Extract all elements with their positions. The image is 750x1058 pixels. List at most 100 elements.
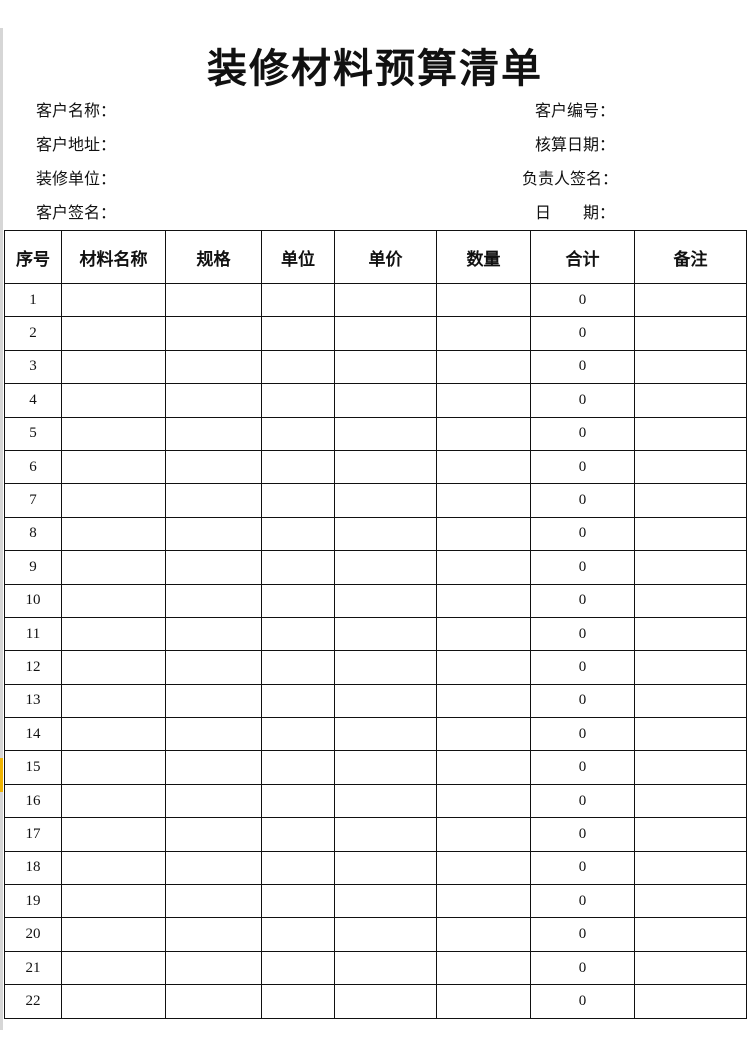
cell-no[interactable]: 15 (4, 750, 62, 785)
cell-total[interactable]: 0 (530, 616, 635, 652)
cell-unit-price[interactable] (334, 984, 437, 1019)
cell-material-name[interactable] (61, 583, 166, 618)
cell-no[interactable]: 3 (4, 349, 62, 385)
cell-unit-price[interactable] (334, 850, 437, 886)
cell-total[interactable]: 0 (530, 984, 635, 1019)
cell-remarks[interactable] (634, 650, 747, 685)
cell-remarks[interactable] (634, 717, 747, 752)
cell-material-name[interactable] (61, 282, 166, 318)
cell-unit[interactable] (261, 683, 335, 719)
cell-no[interactable]: 19 (4, 884, 62, 919)
cell-no[interactable]: 2 (4, 316, 62, 351)
cell-spec[interactable] (165, 884, 262, 919)
cell-spec[interactable] (165, 616, 262, 652)
cell-unit[interactable] (261, 717, 335, 752)
cell-total[interactable]: 0 (530, 750, 635, 785)
cell-unit[interactable] (261, 516, 335, 552)
cell-no[interactable]: 14 (4, 717, 62, 752)
cell-unit-price[interactable] (334, 316, 437, 351)
cell-remarks[interactable] (634, 483, 747, 518)
cell-no[interactable]: 4 (4, 383, 62, 418)
cell-total[interactable]: 0 (530, 817, 635, 852)
cell-material-name[interactable] (61, 850, 166, 886)
cell-total[interactable]: 0 (530, 583, 635, 618)
cell-total[interactable]: 0 (530, 316, 635, 351)
cell-unit[interactable] (261, 316, 335, 351)
cell-unit-price[interactable] (334, 783, 437, 819)
cell-spec[interactable] (165, 650, 262, 685)
cell-quantity[interactable] (436, 483, 531, 518)
cell-unit-price[interactable] (334, 516, 437, 552)
cell-material-name[interactable] (61, 416, 166, 451)
cell-remarks[interactable] (634, 683, 747, 719)
cell-quantity[interactable] (436, 316, 531, 351)
cell-spec[interactable] (165, 583, 262, 618)
cell-unit[interactable] (261, 984, 335, 1019)
cell-material-name[interactable] (61, 683, 166, 719)
cell-quantity[interactable] (436, 349, 531, 385)
cell-total[interactable]: 0 (530, 650, 635, 685)
cell-unit[interactable] (261, 583, 335, 618)
cell-material-name[interactable] (61, 817, 166, 852)
cell-unit[interactable] (261, 950, 335, 986)
cell-material-name[interactable] (61, 950, 166, 986)
cell-material-name[interactable] (61, 650, 166, 685)
cell-unit-price[interactable] (334, 750, 437, 785)
cell-no[interactable]: 13 (4, 683, 62, 719)
cell-unit-price[interactable] (334, 383, 437, 418)
cell-spec[interactable] (165, 282, 262, 318)
cell-spec[interactable] (165, 917, 262, 952)
cell-quantity[interactable] (436, 984, 531, 1019)
cell-remarks[interactable] (634, 316, 747, 351)
cell-unit[interactable] (261, 449, 335, 485)
cell-spec[interactable] (165, 984, 262, 1019)
cell-no[interactable]: 7 (4, 483, 62, 518)
cell-remarks[interactable] (634, 516, 747, 552)
cell-total[interactable]: 0 (530, 516, 635, 552)
cell-quantity[interactable] (436, 449, 531, 485)
cell-spec[interactable] (165, 483, 262, 518)
cell-total[interactable]: 0 (530, 884, 635, 919)
cell-total[interactable]: 0 (530, 783, 635, 819)
cell-spec[interactable] (165, 383, 262, 418)
cell-no[interactable]: 1 (4, 282, 62, 318)
cell-material-name[interactable] (61, 750, 166, 785)
cell-remarks[interactable] (634, 950, 747, 986)
cell-material-name[interactable] (61, 349, 166, 385)
cell-total[interactable]: 0 (530, 282, 635, 318)
cell-unit[interactable] (261, 349, 335, 385)
cell-remarks[interactable] (634, 349, 747, 385)
cell-total[interactable]: 0 (530, 717, 635, 752)
cell-no[interactable]: 17 (4, 817, 62, 852)
cell-material-name[interactable] (61, 516, 166, 552)
cell-spec[interactable] (165, 717, 262, 752)
cell-quantity[interactable] (436, 950, 531, 986)
cell-spec[interactable] (165, 416, 262, 451)
cell-unit-price[interactable] (334, 483, 437, 518)
cell-no[interactable]: 6 (4, 449, 62, 485)
cell-total[interactable]: 0 (530, 416, 635, 451)
cell-total[interactable]: 0 (530, 483, 635, 518)
cell-no[interactable]: 12 (4, 650, 62, 685)
cell-no[interactable]: 18 (4, 850, 62, 886)
cell-unit[interactable] (261, 550, 335, 585)
cell-no[interactable]: 16 (4, 783, 62, 819)
cell-remarks[interactable] (634, 449, 747, 485)
cell-unit[interactable] (261, 282, 335, 318)
cell-spec[interactable] (165, 316, 262, 351)
cell-material-name[interactable] (61, 550, 166, 585)
cell-total[interactable]: 0 (530, 917, 635, 952)
cell-remarks[interactable] (634, 416, 747, 451)
cell-quantity[interactable] (436, 783, 531, 819)
cell-remarks[interactable] (634, 583, 747, 618)
cell-material-name[interactable] (61, 917, 166, 952)
cell-unit[interactable] (261, 850, 335, 886)
cell-unit[interactable] (261, 750, 335, 785)
cell-unit-price[interactable] (334, 950, 437, 986)
cell-remarks[interactable] (634, 850, 747, 886)
cell-unit[interactable] (261, 483, 335, 518)
cell-no[interactable]: 22 (4, 984, 62, 1019)
cell-quantity[interactable] (436, 583, 531, 618)
cell-total[interactable]: 0 (530, 550, 635, 585)
cell-remarks[interactable] (634, 984, 747, 1019)
